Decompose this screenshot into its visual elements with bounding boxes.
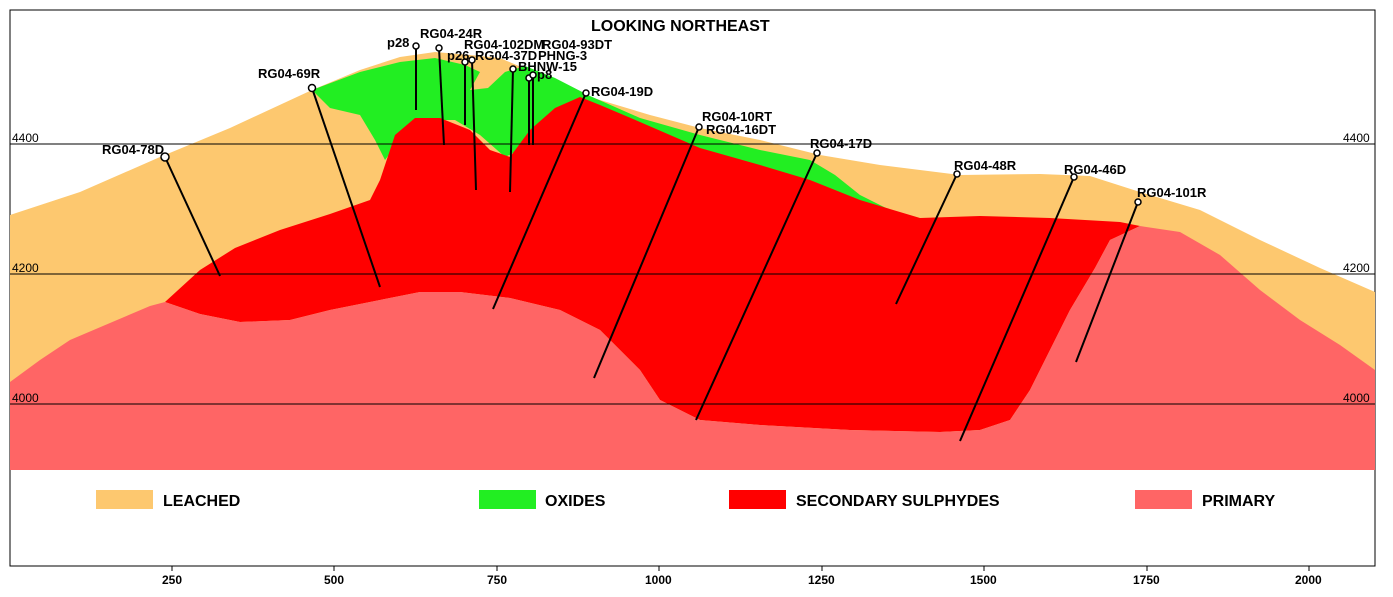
label-rg04-69r: RG04-69R <box>258 66 321 81</box>
label-p28: p28 <box>387 35 409 50</box>
label-phng-3: PHNG-3 <box>538 48 587 63</box>
elev-right-4000: 4000 <box>1343 391 1370 405</box>
collar-rg04-46d <box>1070 173 1078 181</box>
x-axis: 250 500 750 1000 1250 1500 1750 2000 <box>162 566 1322 587</box>
collar-p26 <box>461 58 469 66</box>
trace-rg04-78d <box>164 156 221 277</box>
label-rg04-46d: RG04-46D <box>1064 162 1126 177</box>
collar-rg04-48r <box>953 170 961 178</box>
collar-rg04-24r <box>435 44 443 52</box>
trace-rg04-10rt <box>593 126 700 379</box>
x-label-750: 750 <box>487 573 507 587</box>
elev-left-4400: 4400 <box>12 131 39 145</box>
elevation-labels: 4400 4200 4000 4400 4200 4000 <box>12 131 1370 405</box>
legend-swatch-leached <box>96 490 153 509</box>
label-rg04-17d: RG04-17D <box>810 136 872 151</box>
label-rg04-10rt: RG04-10RT <box>702 109 772 124</box>
x-label-1250: 1250 <box>808 573 835 587</box>
collar-rg04-78d <box>160 152 170 162</box>
collar-rg04-69r <box>307 83 317 93</box>
unit-secondary-sulphydes <box>165 97 1140 432</box>
trace-rg04-46d <box>959 176 1075 442</box>
trace-rg04-101r <box>1075 201 1139 363</box>
x-label-250: 250 <box>162 573 182 587</box>
collar-rg04-17d <box>813 149 821 157</box>
label-rg04-24r: RG04-24R <box>420 26 483 41</box>
drillhole-labels: p28 RG04-24R RG04-102DM RG04-93DT p26 RG… <box>102 26 1207 200</box>
label-bhnw-15: BHNW-15 <box>518 59 577 74</box>
unit-primary <box>10 226 1375 470</box>
label-rg04-78d: RG04-78D <box>102 142 164 157</box>
legend-label-secondary: SECONDARY SULPHYDES <box>796 493 1000 510</box>
section-title: LOOKING NORTHEAST <box>591 18 770 35</box>
trace-rg04-19d <box>492 92 587 310</box>
label-p26: p26 <box>447 48 469 63</box>
elev-left-4200: 4200 <box>12 261 39 275</box>
trace-bhnw-15 <box>509 68 514 193</box>
label-rg04-37d: RG04-37D <box>475 48 537 63</box>
trace-rg04-37d <box>471 59 477 191</box>
x-label-1500: 1500 <box>970 573 997 587</box>
label-rg04-93dt: RG04-93DT <box>542 37 612 52</box>
label-rg04-16dt: RG04-16DT <box>706 122 776 137</box>
legend-swatch-secondary <box>729 490 786 509</box>
collar-p28 <box>412 42 420 50</box>
elev-right-4400: 4400 <box>1343 131 1370 145</box>
label-rg04-102dm: RG04-102DM <box>464 37 544 52</box>
drillhole-traces <box>164 46 1139 442</box>
trace-rg04-24r <box>438 47 445 146</box>
x-label-500: 500 <box>324 573 344 587</box>
collar-p8 <box>529 71 537 79</box>
x-label-1750: 1750 <box>1133 573 1160 587</box>
label-rg04-48r: RG04-48R <box>954 158 1017 173</box>
legend: LEACHED OXIDES SECONDARY SULPHYDES PRIMA… <box>96 490 1276 510</box>
collar-rg04-101r <box>1134 198 1142 206</box>
legend-label-oxides: OXIDES <box>545 493 606 510</box>
label-rg04-101r: RG04-101R <box>1137 185 1207 200</box>
legend-swatch-oxides <box>479 490 536 509</box>
collar-rg04-10rt <box>695 123 703 131</box>
collar-rg04-19d <box>582 89 590 97</box>
legend-label-leached: LEACHED <box>163 493 240 510</box>
elev-left-4000: 4000 <box>12 391 39 405</box>
trace-rg04-17d <box>695 152 818 421</box>
x-label-2000: 2000 <box>1295 573 1322 587</box>
collar-bhnw-15 <box>509 65 517 73</box>
trace-rg04-48r <box>895 173 958 305</box>
collar-rg04-37d <box>468 56 476 64</box>
elev-right-4200: 4200 <box>1343 261 1370 275</box>
x-label-1000: 1000 <box>645 573 672 587</box>
legend-swatch-primary <box>1135 490 1192 509</box>
legend-label-primary: PRIMARY <box>1202 493 1276 510</box>
drillhole-collars <box>160 42 1142 206</box>
trace-rg04-69r <box>311 87 381 288</box>
label-p8: p8 <box>537 67 552 82</box>
label-rg04-19d: RG04-19D <box>591 84 653 99</box>
